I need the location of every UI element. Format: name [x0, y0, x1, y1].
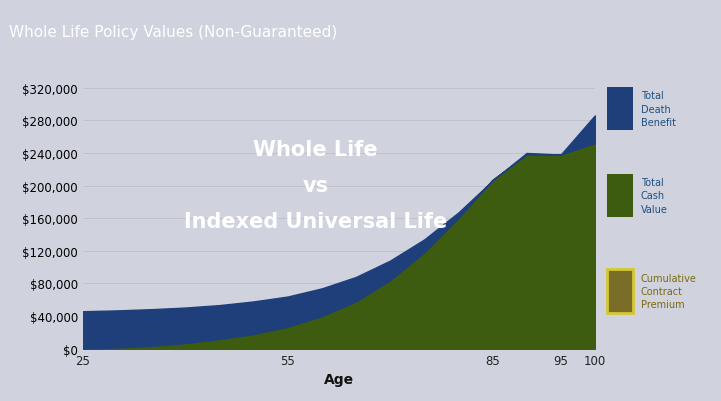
- Text: Cumulative
Contract
Premium: Cumulative Contract Premium: [640, 273, 696, 309]
- Text: Whole Life
vs
Indexed Universal Life: Whole Life vs Indexed Universal Life: [184, 140, 447, 231]
- Text: Whole Life Policy Values (Non-Guaranteed): Whole Life Policy Values (Non-Guaranteed…: [9, 24, 337, 39]
- FancyBboxPatch shape: [608, 174, 634, 217]
- Text: Total
Death
Benefit: Total Death Benefit: [640, 91, 676, 128]
- Text: Total
Cash
Value: Total Cash Value: [640, 178, 668, 214]
- FancyBboxPatch shape: [608, 87, 634, 131]
- FancyBboxPatch shape: [608, 269, 634, 313]
- X-axis label: Age: Age: [324, 372, 354, 386]
